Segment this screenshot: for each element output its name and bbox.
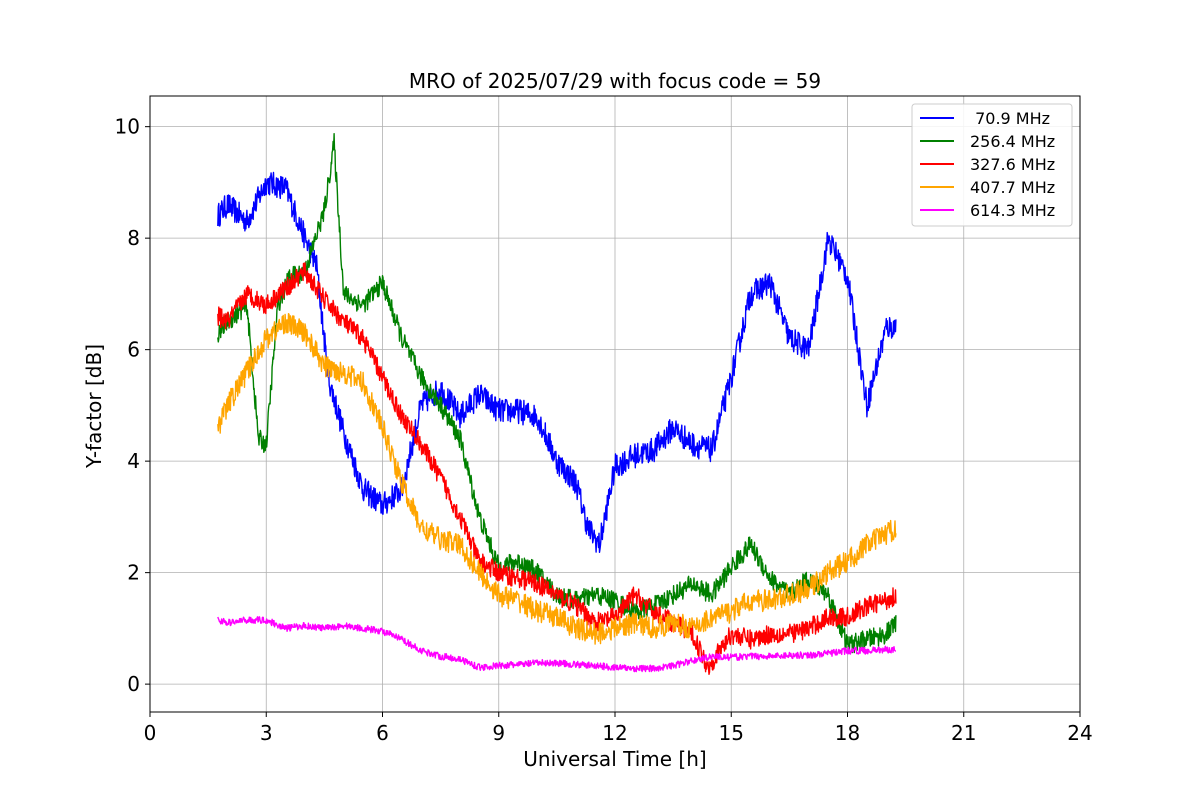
legend-box [911,103,1073,227]
x-tick-label: 9 [492,721,505,745]
x-axis-label: Universal Time [h] [523,747,706,771]
y-tick-label: 10 [115,115,140,139]
legend-label: 70.9 MHz [970,109,1050,128]
x-tick-label: 15 [719,721,744,745]
legend-label: 407.7 MHz [970,178,1055,197]
y-tick-label: 4 [127,449,140,473]
x-tick-label: 18 [835,721,860,745]
legend: 70.9 MHz 256.4 MHz 327.6 MHz 407.7 MHz 614.3… [911,103,1073,227]
legend-label: 327.6 MHz [970,155,1055,174]
series-lines [217,133,897,675]
x-tick-label: 24 [1067,721,1092,745]
legend-label: 614.3 MHz [970,201,1055,220]
x-tick-label: 12 [602,721,627,745]
y-tick-label: 2 [127,561,140,585]
x-tick-label: 3 [260,721,273,745]
chart-title: MRO of 2025/07/29 with focus code = 59 [409,69,821,93]
series-line [217,171,897,553]
series-line [217,262,897,675]
legend-label: 256.4 MHz [970,132,1055,151]
x-tick-label: 6 [376,721,389,745]
y-axis-label: Y-factor [dB] [82,344,106,469]
y-tick-label: 6 [127,338,140,362]
y-tick-label: 0 [127,672,140,696]
y-tick-label: 8 [127,226,140,250]
series-line [217,313,897,645]
x-tick-label: 0 [144,721,157,745]
series-line [217,616,897,673]
series-line [217,133,897,654]
x-tick-label: 21 [951,721,976,745]
